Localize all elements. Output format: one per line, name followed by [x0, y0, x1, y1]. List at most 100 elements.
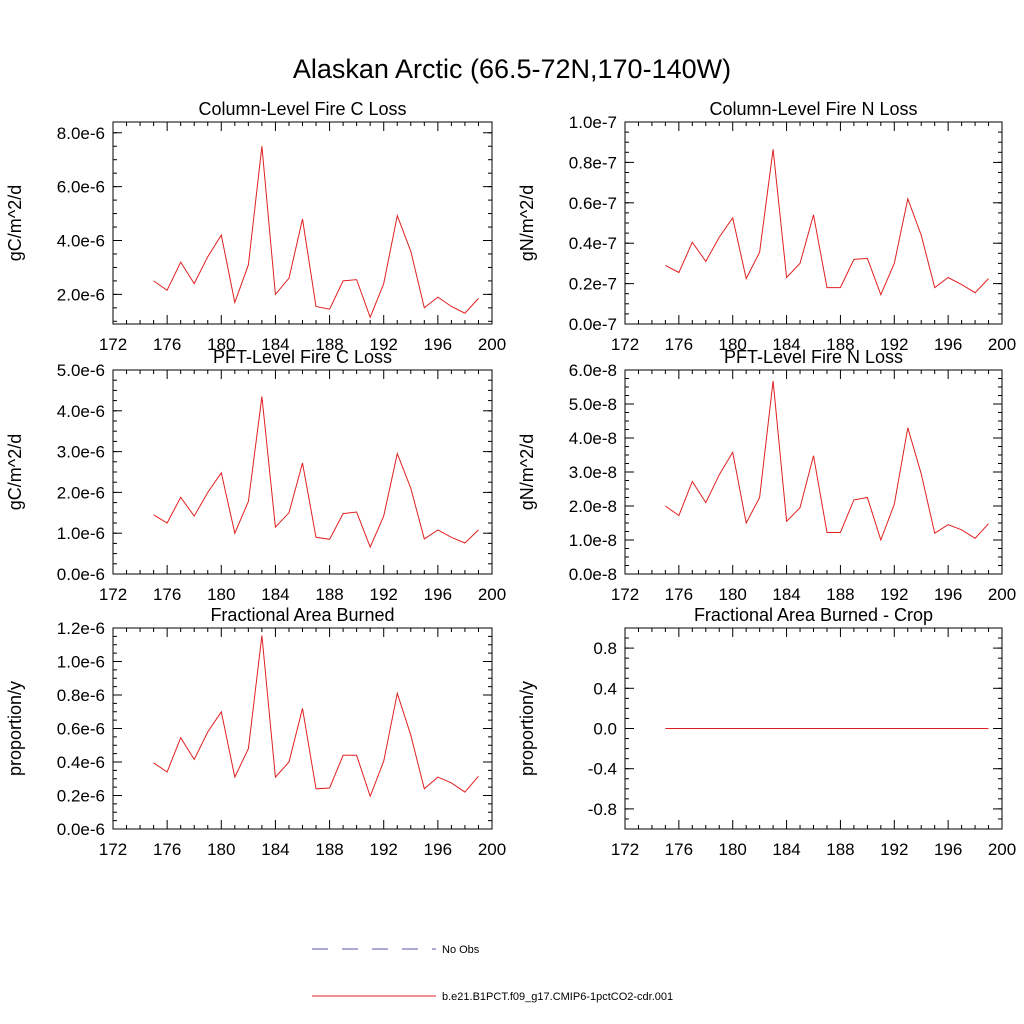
- y-tick-label: 0.2e-7: [569, 275, 617, 294]
- legend-label-model: b.e21.B1PCT.f09_g17.CMIP6-1pctCO2-cdr.00…: [442, 991, 673, 1003]
- x-tick-label: 172: [611, 585, 639, 604]
- series-line: [665, 149, 989, 297]
- series-line: [153, 396, 479, 549]
- y-tick-label: 6.0e-6: [57, 178, 105, 197]
- panel-title: PFT-Level Fire C Loss: [213, 347, 392, 367]
- x-tick-label: 180: [207, 335, 235, 354]
- panel-title: Fractional Area Burned - Crop: [694, 605, 933, 625]
- x-tick-label: 188: [826, 335, 854, 354]
- y-tick-label: 0.4: [593, 679, 617, 698]
- panel-title: Fractional Area Burned: [210, 605, 394, 625]
- y-tick-label: 4.0e-8: [569, 429, 617, 448]
- x-tick-label: 200: [988, 335, 1016, 354]
- x-tick-label: 176: [153, 840, 181, 859]
- panels: Column-Level Fire C Loss gC/m^2/d 172 176 18…: [5, 99, 1016, 859]
- x-tick-label: 172: [611, 840, 639, 859]
- y-tick-label: 0.8e-6: [57, 686, 105, 705]
- plot-frame: [624, 121, 1003, 325]
- x-tick-label: 180: [207, 585, 235, 604]
- x-tick-label: 184: [772, 335, 800, 354]
- panel-2: Column-Level Fire N Loss gN/m^2/d 172 176 18…: [517, 99, 1016, 354]
- series-line: [153, 146, 479, 319]
- x-tick-label: 192: [880, 840, 908, 859]
- panel-title: Column-Level Fire C Loss: [198, 99, 406, 119]
- x-tick-label: 196: [424, 585, 452, 604]
- plot-frame: [112, 627, 493, 830]
- x-tick-label: 196: [424, 840, 452, 859]
- x-tick-label: 200: [988, 585, 1016, 604]
- x-tick-label: 196: [934, 335, 962, 354]
- x-tick-label: 188: [315, 840, 343, 859]
- x-tick-label: 196: [934, 840, 962, 859]
- y-tick-label: 0.8: [593, 639, 617, 658]
- y-tick-label: 0.6e-7: [569, 194, 617, 213]
- series-line: [665, 380, 989, 542]
- y-tick-label: 0.0: [593, 720, 617, 739]
- x-tick-label: 196: [934, 585, 962, 604]
- plot-frame: [624, 369, 1003, 575]
- y-tick-label: 0.0e-8: [569, 565, 617, 584]
- panel-title: PFT-Level Fire N Loss: [724, 347, 903, 367]
- x-tick-label: 200: [988, 840, 1016, 859]
- y-tick-label: 0.0e-6: [57, 820, 105, 839]
- series-line: [153, 635, 479, 798]
- x-tick-label: 184: [261, 585, 289, 604]
- y-tick-label: 5.0e-6: [57, 361, 105, 380]
- x-tick-label: 180: [719, 335, 747, 354]
- y-tick-label: 1.0e-6: [57, 653, 105, 672]
- y-tick-label: 0.6e-6: [57, 720, 105, 739]
- y-tick-label: 5.0e-8: [569, 395, 617, 414]
- y-tick-label: 8.0e-6: [57, 124, 105, 143]
- panel-5: Fractional Area Burned proportion/y 172 176…: [5, 605, 506, 859]
- y-axis-label: proportion/y: [517, 681, 537, 776]
- panel-4: PFT-Level Fire N Loss gN/m^2/d 172 176 180 18…: [517, 347, 1016, 604]
- x-tick-label: 176: [665, 335, 693, 354]
- x-tick-label: 192: [370, 335, 398, 354]
- x-tick-label: 176: [665, 585, 693, 604]
- x-tick-label: 180: [207, 840, 235, 859]
- y-tick-label: 2.0e-6: [57, 285, 105, 304]
- panel-3: PFT-Level Fire C Loss gC/m^2/d 172 176 180 18…: [5, 347, 506, 604]
- x-tick-label: 192: [370, 840, 398, 859]
- x-tick-label: 200: [478, 840, 506, 859]
- y-tick-label: 0.0e-6: [57, 565, 105, 584]
- plot-frame: [112, 121, 493, 325]
- panel-6: Fractional Area Burned - Crop proportion/…: [517, 605, 1016, 859]
- y-tick-label: 1.0e-6: [57, 524, 105, 543]
- legend-label-no-obs: No Obs: [442, 944, 480, 956]
- y-axis-label: gC/m^2/d: [5, 185, 25, 261]
- x-tick-label: 176: [665, 840, 693, 859]
- plot-frame: [112, 369, 493, 575]
- y-tick-label: 1.0e-8: [569, 531, 617, 550]
- x-tick-label: 176: [153, 335, 181, 354]
- y-tick-label: 0.2e-6: [57, 787, 105, 806]
- y-tick-label: 1.0e-7: [569, 113, 617, 132]
- y-axis-label: gN/m^2/d: [517, 434, 537, 510]
- x-tick-label: 192: [880, 585, 908, 604]
- x-tick-label: 192: [880, 335, 908, 354]
- y-tick-label: 3.0e-8: [569, 463, 617, 482]
- y-tick-label: 0.8e-7: [569, 153, 617, 172]
- y-axis-label: gN/m^2/d: [517, 185, 537, 261]
- y-tick-label: 0.4e-6: [57, 753, 105, 772]
- y-tick-label: 4.0e-6: [57, 232, 105, 251]
- x-tick-label: 184: [261, 335, 289, 354]
- legend: No Obs b.e21.B1PCT.f09_g17.CMIP6-1pctCO2…: [312, 944, 673, 1003]
- x-tick-label: 188: [315, 585, 343, 604]
- y-tick-label: -0.4: [588, 760, 617, 779]
- x-tick-label: 184: [261, 840, 289, 859]
- figure-title: Alaskan Arctic (66.5-72N,170-140W): [293, 54, 731, 84]
- x-tick-label: 184: [772, 840, 800, 859]
- y-axis-label: gC/m^2/d: [5, 434, 25, 510]
- x-tick-label: 200: [478, 335, 506, 354]
- x-tick-label: 172: [99, 840, 127, 859]
- x-tick-label: 192: [370, 585, 398, 604]
- x-tick-label: 188: [315, 335, 343, 354]
- y-tick-label: 0.4e-7: [569, 234, 617, 253]
- y-tick-label: 4.0e-6: [57, 402, 105, 421]
- y-tick-label: 2.0e-8: [569, 497, 617, 516]
- x-tick-label: 180: [719, 840, 747, 859]
- y-tick-label: 1.2e-6: [57, 619, 105, 638]
- panel-1: Column-Level Fire C Loss gC/m^2/d 172 176 18…: [5, 99, 506, 354]
